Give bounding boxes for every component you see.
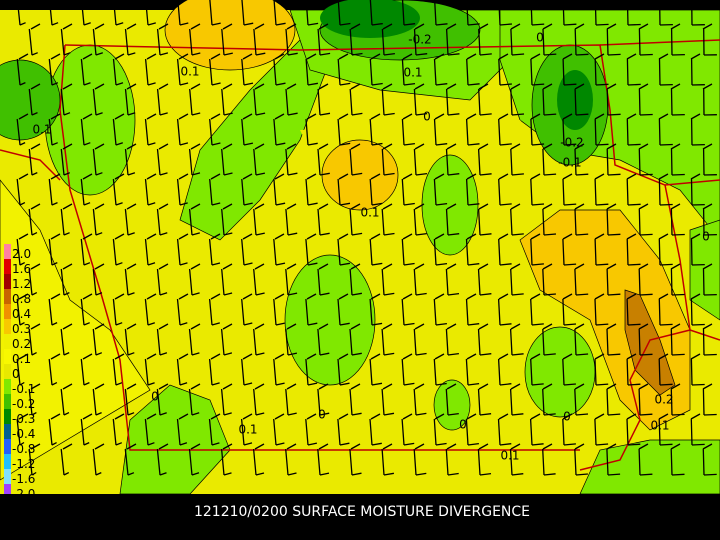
contour-label: 0.1 bbox=[32, 123, 51, 137]
legend-swatch bbox=[4, 454, 11, 469]
legend-label: 0 bbox=[12, 367, 20, 381]
contour-label: -0.2 bbox=[560, 136, 583, 150]
legend-swatch bbox=[4, 349, 11, 364]
legend-swatch bbox=[4, 394, 11, 409]
legend-swatch bbox=[4, 319, 11, 334]
contour-label: 0 bbox=[151, 390, 159, 404]
legend-label: 0.3 bbox=[12, 322, 31, 336]
legend-label: 1.2 bbox=[12, 277, 31, 291]
contour-label: -0.2 bbox=[408, 33, 431, 47]
legend-label: 1.6 bbox=[12, 262, 31, 276]
legend-label: 0.8 bbox=[12, 292, 31, 306]
contour-label: 0 bbox=[536, 31, 544, 45]
legend-swatch bbox=[4, 424, 11, 439]
contour-label: 0 bbox=[318, 408, 326, 422]
legend-label: -0.1 bbox=[12, 382, 35, 396]
legend-swatch bbox=[4, 289, 11, 304]
contour-label: 0.1 bbox=[238, 423, 257, 437]
contour-label: 0.2 bbox=[654, 393, 673, 407]
legend-swatch bbox=[4, 379, 11, 394]
legend-label: 0.1 bbox=[12, 352, 31, 366]
map-title: 121210/0200 SURFACE MOISTURE DIVERGENCE bbox=[194, 504, 530, 520]
legend-label: -1.6 bbox=[12, 472, 35, 486]
legend-swatch bbox=[4, 244, 11, 259]
legend-label: -0.2 bbox=[12, 397, 35, 411]
contour-label: 0.1 bbox=[180, 65, 199, 79]
contour-label: 0 bbox=[459, 418, 467, 432]
wind-barbs bbox=[16, 0, 717, 476]
legend-label: -1.2 bbox=[12, 457, 35, 471]
contour-label: 0.1 bbox=[403, 66, 422, 80]
legend-label: -0.4 bbox=[12, 427, 35, 441]
contour-labels: 0.1 -0.2 0 0.1 0.1 0 -0.2 -0.1 0.1 0 0 0.1 0 0 0 0.2 0.1… bbox=[32, 31, 709, 463]
legend-swatch bbox=[4, 334, 11, 349]
contour-label: 0.1 bbox=[360, 206, 379, 220]
legend-label: 0.2 bbox=[12, 337, 31, 351]
legend-label: 2.0 bbox=[12, 247, 31, 261]
barb-lines bbox=[16, 0, 717, 476]
legend-label: 0.4 bbox=[12, 307, 31, 321]
contour-label: 0 bbox=[423, 110, 431, 124]
color-legend: 2.01.61.20.80.40.30.20.10-0.1-0.2-0.3-0.… bbox=[4, 244, 35, 501]
legend-swatch bbox=[4, 439, 11, 454]
contour-label: 0 bbox=[702, 230, 710, 244]
legend-swatch bbox=[4, 484, 11, 499]
contour-label: -0.1 bbox=[558, 156, 581, 170]
legend-swatch bbox=[4, 274, 11, 289]
legend-swatch bbox=[4, 364, 11, 379]
legend-swatch bbox=[4, 259, 11, 274]
contour-label: 0.1 bbox=[500, 449, 519, 463]
footer-band bbox=[0, 494, 720, 540]
legend-swatch bbox=[4, 409, 11, 424]
field bbox=[0, 0, 720, 495]
legend-label: -0.8 bbox=[12, 442, 35, 456]
legend-swatch bbox=[4, 304, 11, 319]
legend-swatch bbox=[4, 469, 11, 484]
legend-label: -0.3 bbox=[12, 412, 35, 426]
contour-label: 0 bbox=[563, 410, 571, 424]
state-borders bbox=[0, 39, 720, 471]
contour-label: 0.1 bbox=[650, 419, 669, 433]
